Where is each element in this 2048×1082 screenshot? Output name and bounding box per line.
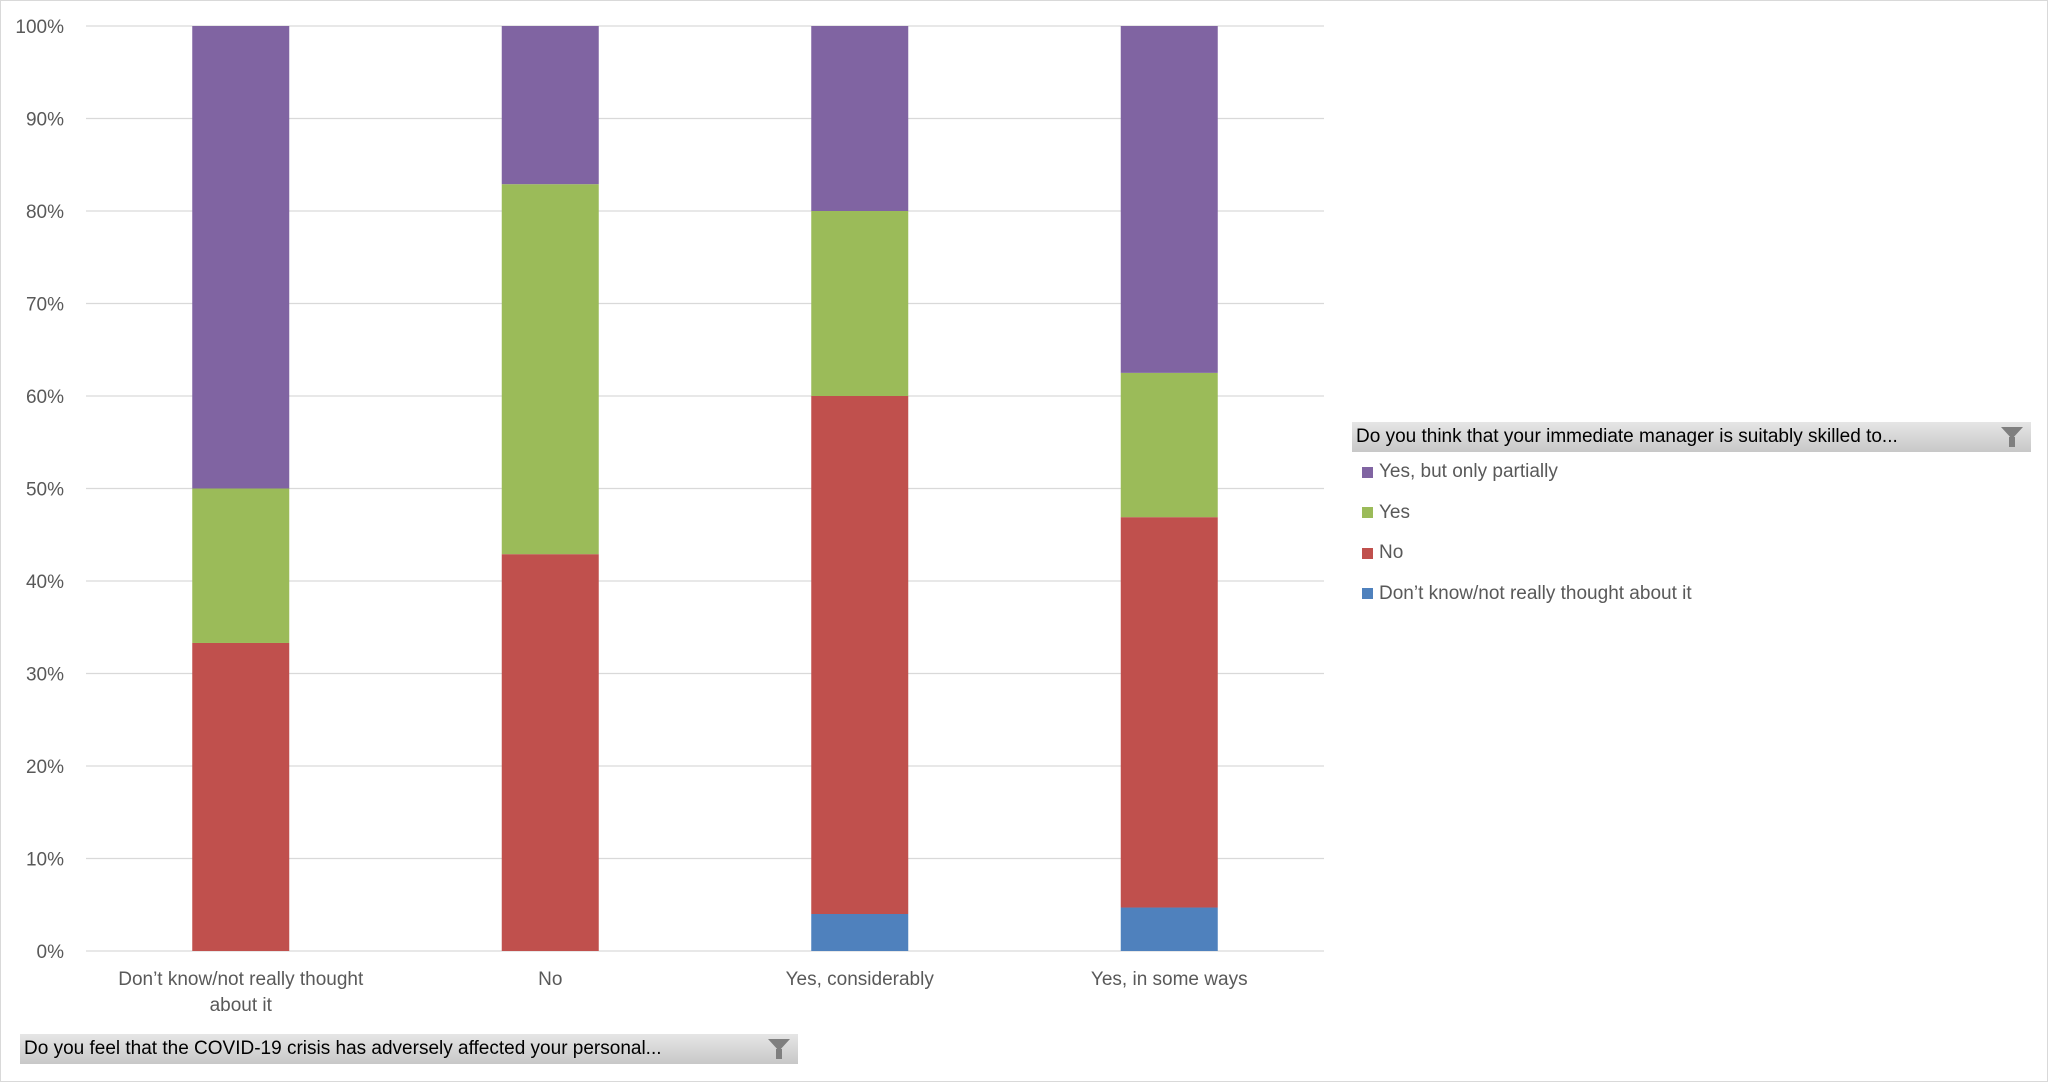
legend-item[interactable]: No — [1362, 542, 1403, 564]
bar-segment — [501, 26, 599, 185]
legend-field-filter-button[interactable]: Do you think that your immediate manager… — [1352, 422, 2031, 452]
y-tick-label: 90% — [26, 110, 64, 131]
filter-icon[interactable] — [768, 1039, 790, 1059]
legend-item[interactable]: Don’t know/not really thought about it — [1362, 583, 1692, 605]
y-tick-label: 80% — [26, 202, 64, 223]
bar-segment — [811, 26, 909, 211]
bar-segment — [1120, 907, 1218, 951]
y-tick-label: 0% — [37, 942, 65, 963]
bar-segment — [811, 914, 909, 951]
filter-icon[interactable] — [2001, 427, 2023, 447]
x-category-label: Yes, in some ways — [1091, 969, 1248, 990]
axis-field-label: Do you feel that the COVID-19 crisis has… — [24, 1038, 662, 1059]
legend-label: Don’t know/not really thought about it — [1379, 582, 1692, 604]
legend-label: Yes — [1379, 501, 1410, 523]
legend-swatch — [1362, 466, 1373, 478]
y-tick-label: 10% — [26, 850, 64, 871]
y-tick-label: 100% — [15, 17, 64, 38]
bar-segment — [811, 396, 909, 914]
x-category-label: Don’t know/not really thought about it — [118, 969, 364, 1016]
x-category-label: Yes, considerably — [786, 969, 935, 990]
y-tick-label: 60% — [26, 387, 64, 408]
y-tick-label: 70% — [26, 295, 64, 316]
bar-segment — [1120, 26, 1218, 373]
legend-field-label: Do you think that your immediate manager… — [1356, 426, 1898, 447]
legend-item[interactable]: Yes — [1362, 502, 1410, 524]
bar-segment — [192, 26, 290, 489]
bar-segment — [192, 642, 290, 951]
legend-item[interactable]: Yes, but only partially — [1362, 461, 1558, 483]
legend-swatch — [1362, 547, 1373, 559]
bar-segment — [1120, 517, 1218, 908]
legend-swatch — [1362, 507, 1373, 518]
bar-segment — [501, 554, 599, 951]
x-category-label: No — [538, 969, 562, 990]
y-tick-label: 40% — [26, 572, 64, 593]
bar-segment — [192, 488, 290, 643]
y-tick-label: 20% — [26, 757, 64, 778]
bar-segment — [501, 184, 599, 555]
y-tick-label: 30% — [26, 665, 64, 686]
legend-label: No — [1379, 542, 1404, 563]
y-tick-label: 50% — [26, 480, 64, 501]
bar-segment — [1120, 372, 1218, 518]
axis-field-filter-button[interactable]: Do you feel that the COVID-19 crisis has… — [20, 1034, 798, 1064]
bar-segment — [811, 211, 909, 396]
legend-swatch — [1362, 588, 1373, 599]
legend-label: Yes, but only partially — [1379, 461, 1558, 482]
